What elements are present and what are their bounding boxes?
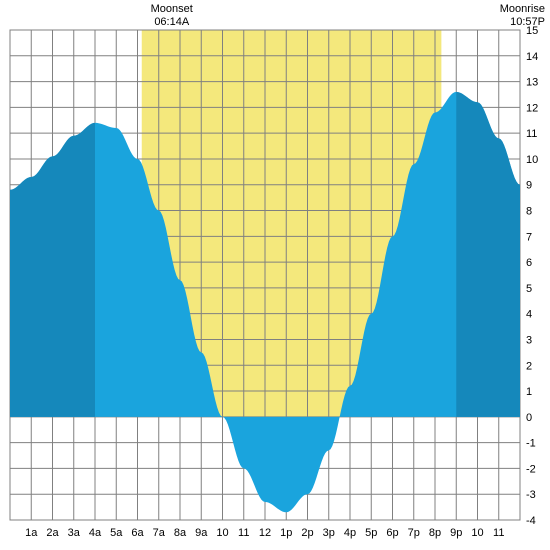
y-tick-label: 12 [526, 102, 538, 114]
moonset-title: Moonset [151, 3, 193, 15]
x-tick-label: 6p [386, 527, 398, 539]
x-tick-label: 5p [365, 527, 377, 539]
x-tick-label: 6a [131, 527, 144, 539]
x-tick-label: 11 [238, 527, 249, 539]
y-tick-label: 0 [526, 412, 532, 424]
tide-chart: 1514131211109876543210-1-2-3-41a2a3a4a5a… [0, 0, 550, 550]
x-tick-label: 3p [323, 527, 335, 539]
x-tick-label: 8a [174, 527, 187, 539]
x-tick-label: 10 [471, 527, 483, 539]
x-tick-label: 3a [68, 527, 81, 539]
y-tick-label: 2 [526, 360, 532, 372]
x-tick-label: 11 [493, 527, 504, 539]
y-tick-label: 10 [526, 154, 538, 166]
y-tick-label: 5 [526, 283, 532, 295]
x-tick-label: 9p [450, 527, 462, 539]
y-tick-label: 7 [526, 231, 532, 243]
y-tick-label: 4 [526, 309, 532, 321]
x-tick-label: 4a [89, 527, 102, 539]
x-tick-label: 1a [25, 527, 38, 539]
x-tick-label: 1p [280, 527, 292, 539]
x-tick-label: 2p [301, 527, 313, 539]
y-tick-label: 1 [526, 386, 532, 398]
y-tick-label: -3 [526, 489, 536, 501]
x-tick-label: 8p [429, 527, 441, 539]
y-tick-label: 3 [526, 334, 532, 346]
y-tick-label: -2 [526, 463, 536, 475]
x-tick-label: 9a [195, 527, 208, 539]
x-tick-label: 7a [153, 527, 166, 539]
moonrise-title: Moonrise [500, 3, 545, 15]
y-tick-label: -1 [526, 438, 536, 450]
chart-svg: 1514131211109876543210-1-2-3-41a2a3a4a5a… [0, 0, 550, 550]
x-tick-label: 2a [46, 527, 59, 539]
y-tick-label: 13 [526, 77, 538, 89]
y-tick-label: 8 [526, 206, 532, 218]
y-tick-label: 11 [526, 128, 537, 140]
y-tick-label: 9 [526, 180, 532, 192]
x-tick-label: 5a [110, 527, 123, 539]
x-tick-label: 4p [344, 527, 356, 539]
moonset-time: 06:14A [154, 16, 190, 28]
moonrise-time: 10:57P [510, 16, 545, 28]
x-tick-label: 12 [259, 527, 271, 539]
y-tick-label: 6 [526, 257, 532, 269]
y-tick-label: 14 [526, 51, 538, 63]
y-tick-label: -4 [526, 515, 536, 527]
x-tick-label: 10 [216, 527, 228, 539]
x-tick-label: 7p [408, 527, 420, 539]
